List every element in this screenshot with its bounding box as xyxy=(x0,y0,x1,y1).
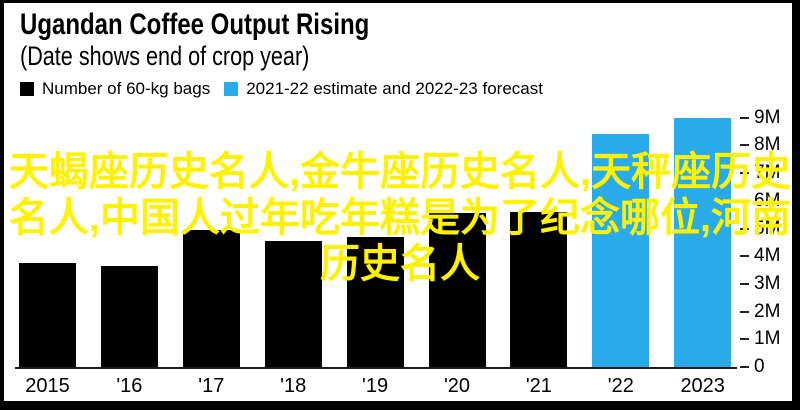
bar-20 xyxy=(428,213,486,367)
x-tick-label-2015: 2015 xyxy=(25,375,70,397)
legend-swatch-blue-icon xyxy=(224,82,239,96)
y-tick-mark-3M xyxy=(740,282,749,285)
x-tick-label-22: '22 xyxy=(607,375,634,397)
bar-2015 xyxy=(19,263,76,367)
legend-label-actual: Number of 60-kg bags xyxy=(42,79,211,98)
y-tick-mark-9M xyxy=(740,116,749,119)
frame-border-left xyxy=(0,0,4,410)
bar-16 xyxy=(100,265,158,367)
bar-19 xyxy=(346,236,404,367)
frame-border-right xyxy=(792,0,800,410)
y-tick-mark-2M xyxy=(740,310,749,313)
y-tick-label-1M: 1M xyxy=(754,328,781,350)
bar-2023 xyxy=(674,117,732,367)
bar-22 xyxy=(592,134,650,367)
legend-item-actual: Number of 60-kg bags xyxy=(20,79,210,99)
frame-border-top xyxy=(0,0,800,3)
y-tick-label-9M: 9M xyxy=(754,106,781,128)
x-tick-label-17: '17 xyxy=(198,375,225,397)
bar-17 xyxy=(182,229,240,367)
legend-swatch-black-icon xyxy=(20,82,34,96)
y-tick-mark-1M xyxy=(740,338,749,341)
frame-border-bottom xyxy=(0,401,800,410)
y-tick-label-2M: 2M xyxy=(754,300,781,322)
chart-subtitle: (Date shows end of crop year) xyxy=(20,41,310,71)
legend-label-forecast: 2021-22 estimate and 2022-23 forecast xyxy=(246,79,543,98)
bar-18 xyxy=(264,240,322,367)
y-tick-mark-4M xyxy=(740,255,749,258)
x-tick-label-16: '16 xyxy=(116,375,143,397)
x-tick-label-21: '21 xyxy=(525,375,552,397)
x-tick-label-19: '19 xyxy=(362,375,389,397)
x-axis-line xyxy=(15,367,737,369)
y-tick-mark-5M xyxy=(740,227,749,230)
legend-item-forecast: 2021-22 estimate and 2022-23 forecast xyxy=(224,79,543,99)
y-tick-label-0: 0 xyxy=(754,356,765,377)
legend: Number of 60-kg bags 2021-22 estimate an… xyxy=(20,79,543,99)
x-tick-label-18: '18 xyxy=(280,375,307,397)
y-tick-mark-8M xyxy=(740,144,749,147)
y-tick-label-7M: 7M xyxy=(754,162,781,184)
y-tick-label-8M: 8M xyxy=(754,134,781,156)
y-tick-label-3M: 3M xyxy=(754,272,781,294)
x-tick-label-20: '20 xyxy=(443,375,471,397)
x-tick-label-2023: 2023 xyxy=(680,375,725,397)
y-tick-label-5M: 5M xyxy=(754,217,781,239)
bar-21 xyxy=(510,211,568,367)
y-tick-label-4M: 4M xyxy=(754,245,781,267)
y-tick-mark-0 xyxy=(740,366,749,368)
y-tick-label-6M: 6M xyxy=(754,189,781,211)
chart-title: Ugandan Coffee Output Rising xyxy=(20,8,370,41)
y-tick-mark-7M xyxy=(740,172,749,175)
y-tick-mark-6M xyxy=(740,199,749,202)
